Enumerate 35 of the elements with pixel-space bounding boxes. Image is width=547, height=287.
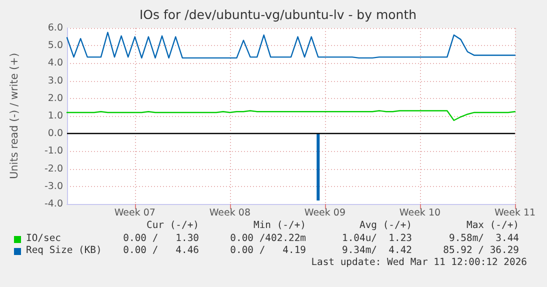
text: 0.00 / 1.30 xyxy=(123,233,199,245)
y-tick-label: 6.0 xyxy=(48,22,63,34)
y-tick-label: -2.0 xyxy=(44,163,63,174)
chart-title: IOs for /dev/ubuntu-vg/ubuntu-lv - by month xyxy=(139,7,417,22)
text: 9.58m/ 3.44 xyxy=(449,233,519,245)
line-series xyxy=(66,110,516,121)
text: 0.00 / 4.19 xyxy=(230,245,306,257)
y-tick-label: -4.0 xyxy=(44,198,63,210)
y-tick-label: -1.0 xyxy=(44,146,63,157)
line-series xyxy=(66,32,516,59)
legend-label: Req Size (KB) xyxy=(26,245,102,257)
x-tick-label: Week 09 xyxy=(304,208,346,218)
x-tick-label: Week 11 xyxy=(494,208,536,218)
x-tick-label: Week 08 xyxy=(209,208,250,218)
y-tick-label: 0.0 xyxy=(48,128,63,140)
legend-label: IO/sec xyxy=(26,233,61,245)
text: Cur (-/+) xyxy=(146,220,199,232)
text: Max (-/+) xyxy=(466,220,519,232)
text: 0.00 / 4.46 xyxy=(123,245,199,257)
x-tick-label: Week 07 xyxy=(114,208,156,218)
y-tick-label: 1.0 xyxy=(48,110,63,122)
text: Min (-/+) xyxy=(254,220,306,232)
text: Avg (-/+) xyxy=(360,220,412,232)
text: 85.92 / 36.29 xyxy=(443,245,519,257)
y-tick-label: -3.0 xyxy=(44,180,63,192)
x-tick-label: Week 10 xyxy=(399,208,441,218)
text: 1.04u/ 1.23 xyxy=(342,233,412,245)
y-tick-label: 2.0 xyxy=(48,92,63,104)
y-tick-label: 3.0 xyxy=(48,75,63,86)
text: 0.00 /402.22m xyxy=(230,233,306,245)
y-tick-label: 4.0 xyxy=(48,58,63,69)
y-axis-title: Units read (-) / write (+) xyxy=(8,52,20,180)
text: Last update: Wed Mar 11 12:00:12 2026 xyxy=(311,257,527,269)
text: 9.34m/ 4.42 xyxy=(342,245,412,257)
y-tick-label: 5.0 xyxy=(48,40,63,52)
